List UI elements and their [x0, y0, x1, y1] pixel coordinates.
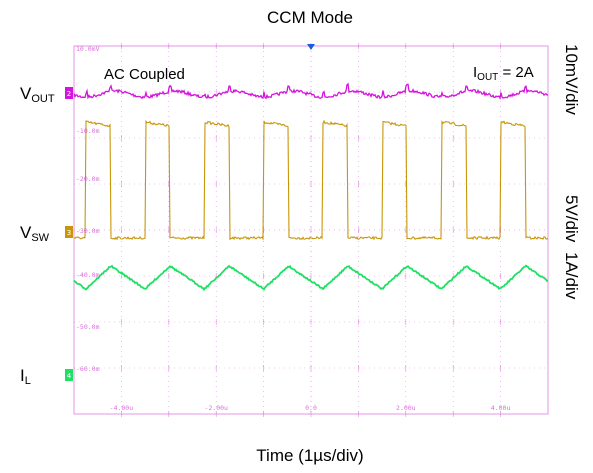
x-tick-label: -2.00u — [204, 404, 228, 412]
channel-marker-1: 2 — [65, 87, 73, 99]
vout-trace — [73, 82, 549, 101]
chart-title: CCM Mode — [267, 8, 353, 27]
channel-marker-box — [65, 369, 73, 381]
channel-marker-number: 2 — [67, 90, 71, 98]
y-tick-label: -40.0m — [76, 271, 100, 279]
y-tick-label: -10.0m — [76, 127, 100, 135]
x-tick-label: 2.00u — [396, 404, 416, 412]
channel-marker-number: 4 — [67, 372, 72, 380]
traces — [73, 82, 549, 292]
channel-marker-3: 4 — [65, 369, 73, 381]
channel-marker-box — [65, 87, 73, 99]
trigger-marker — [307, 44, 315, 50]
x-tick-label: 4.00u — [491, 404, 511, 412]
x-tick-label: 0.0 — [305, 404, 317, 412]
vsw-trace — [73, 119, 549, 241]
channel-label-1: VOUT — [20, 84, 55, 105]
y-tick-label: -60.0m — [76, 365, 100, 373]
channel-label-2: VSW — [20, 223, 50, 244]
iout-annotation: IOUT = 2A — [473, 64, 534, 83]
y-tick-label: -30.0m — [76, 227, 100, 235]
y-tick-label: -20.0m — [76, 175, 100, 183]
channel-marker-box — [65, 226, 73, 238]
y-tick-label: 10.0mV — [76, 45, 100, 53]
y-tick-label: -50.0m — [76, 323, 100, 331]
x-axis-label: Time (1µs/div) — [256, 446, 364, 465]
channel-marker-2: 3 — [65, 226, 73, 238]
plot-text: 10.0mV -10.0m -20.0m -30.0m -40.0m -50.0m -60.… — [20, 45, 534, 412]
il-trace — [73, 264, 549, 292]
grid — [73, 43, 549, 417]
channel-label-3: IL — [20, 366, 31, 387]
ac-coupled-label: AC Coupled — [104, 66, 185, 83]
x-tick-label: -4.00u — [110, 404, 134, 412]
channel-marker-number: 3 — [67, 229, 71, 237]
